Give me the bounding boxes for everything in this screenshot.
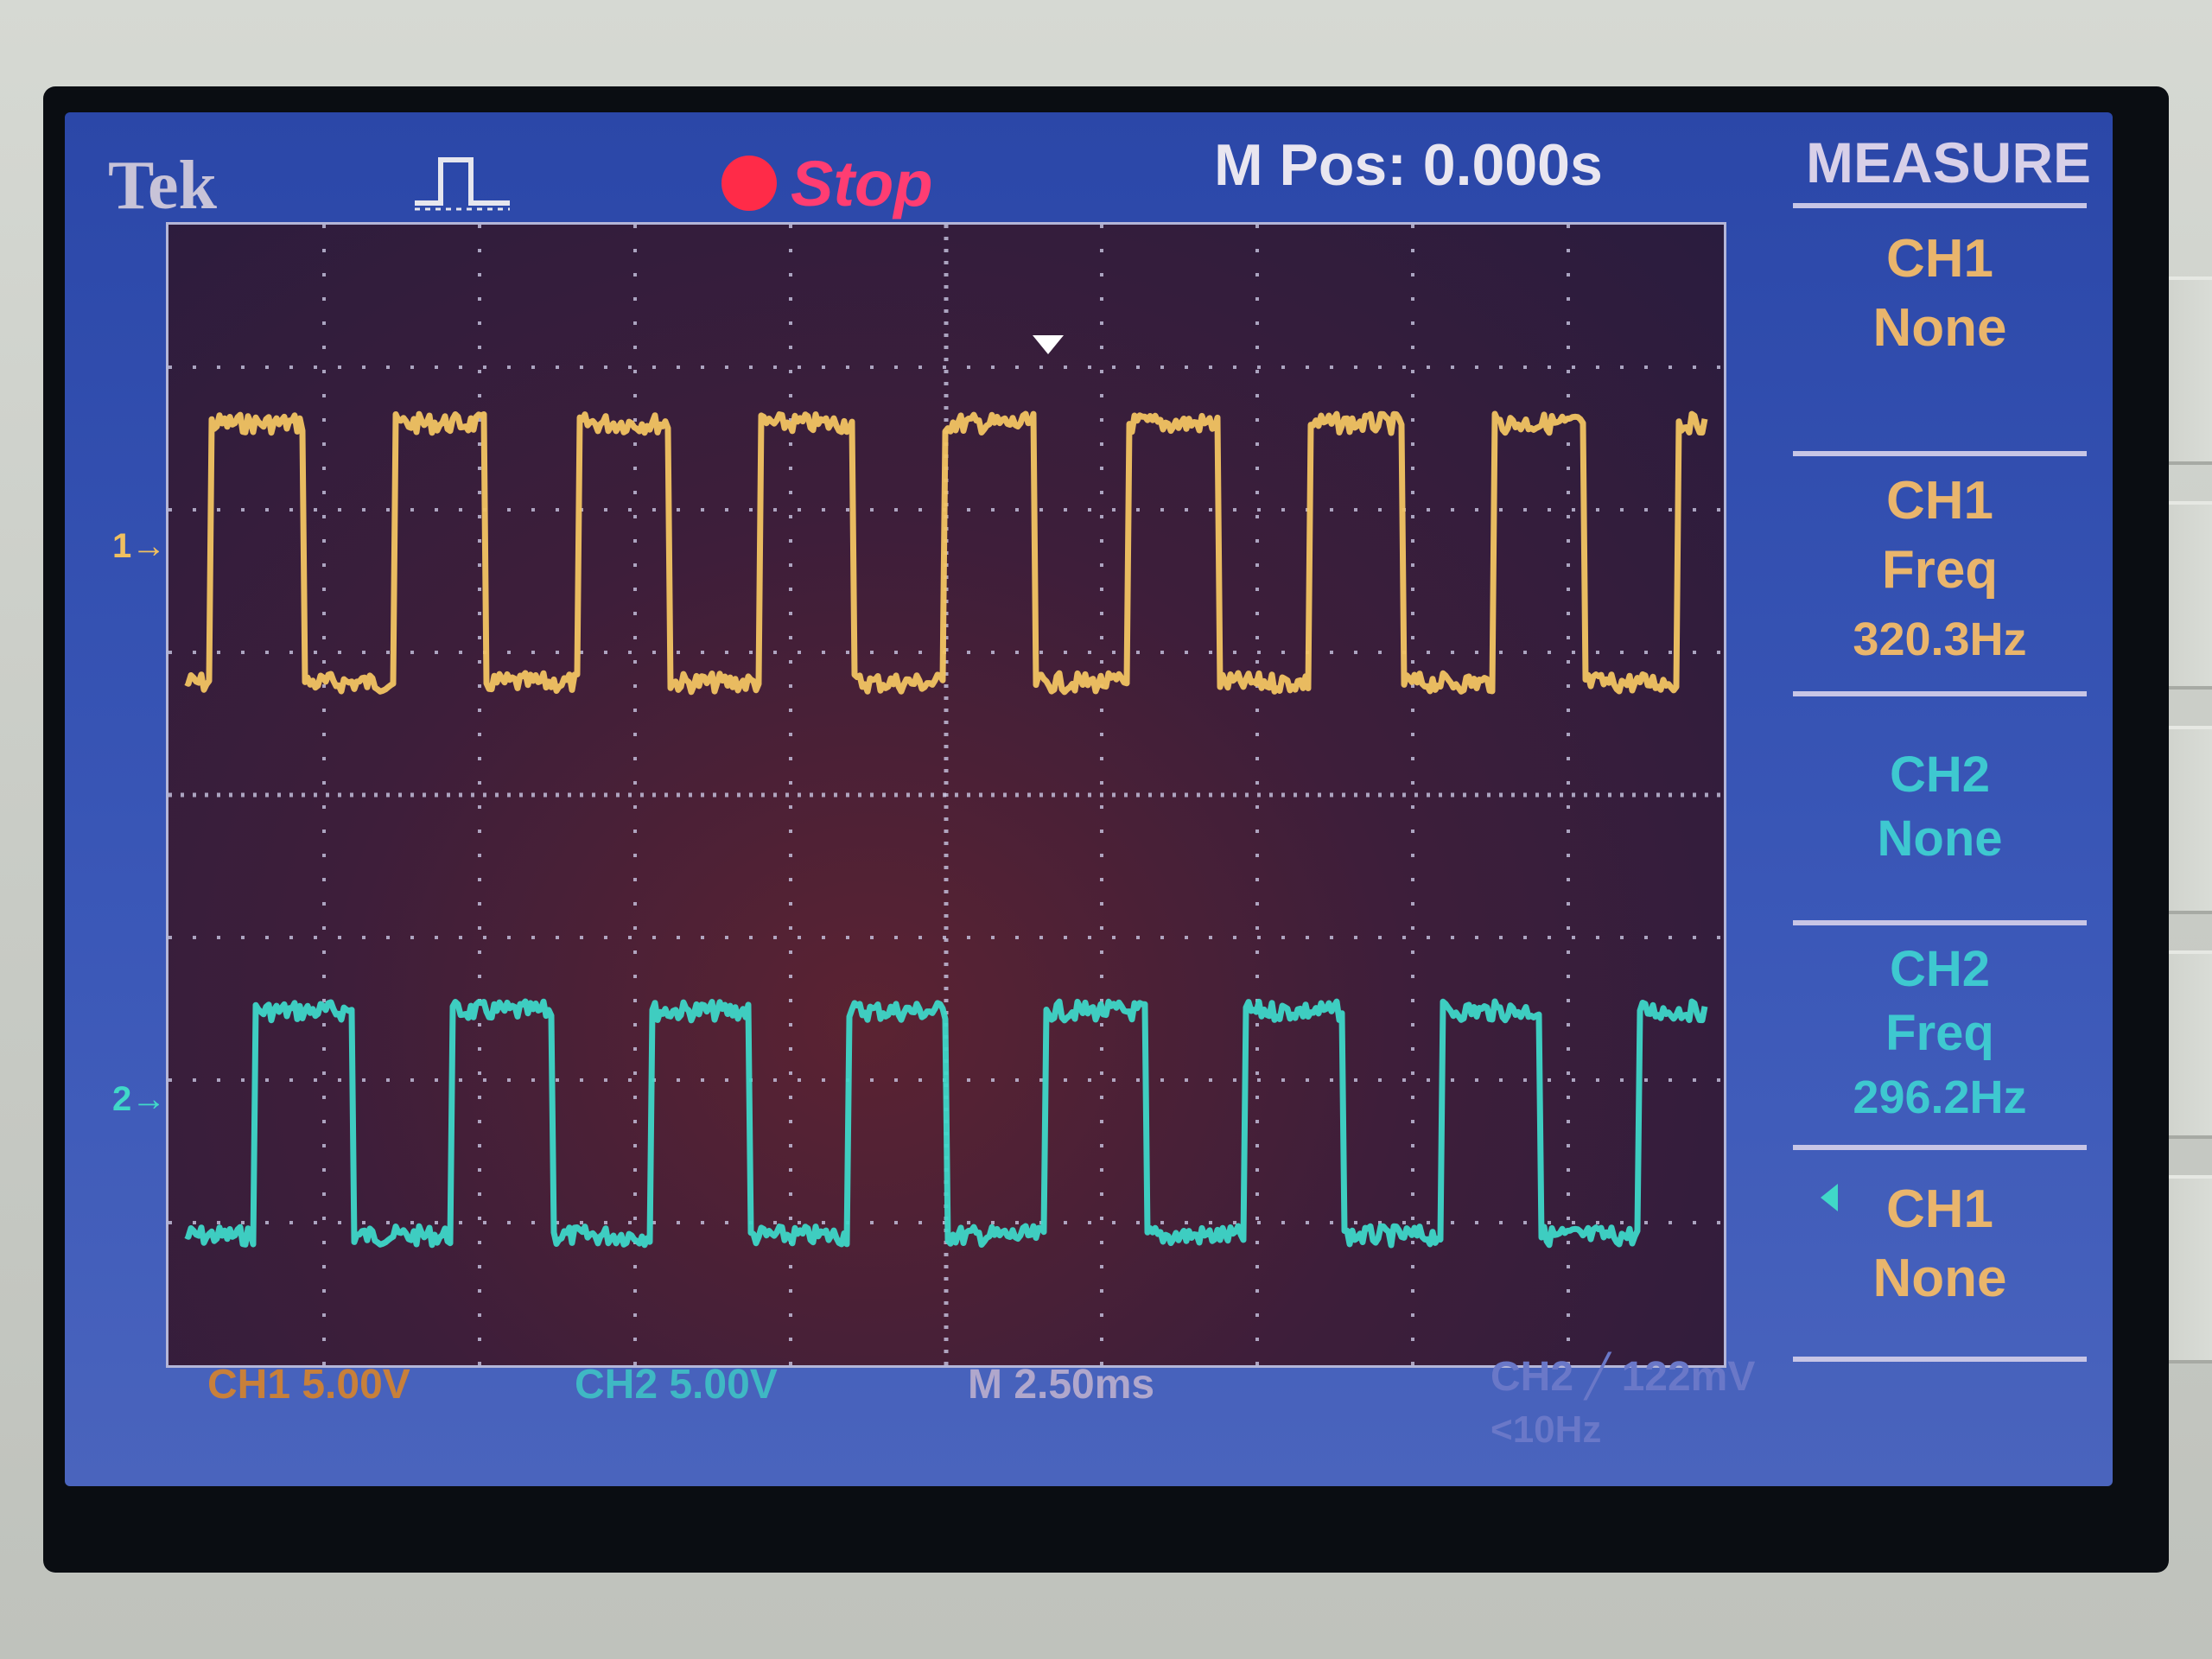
trigger-readout: CH2 ╱ 122mV <box>1491 1354 1756 1400</box>
trigger-pulse-icon <box>415 157 510 211</box>
ch2-scale-readout: CH2 5.00V <box>575 1362 778 1408</box>
menu-separator <box>1793 1357 2087 1362</box>
measurement-type: Freq <box>1881 540 1999 600</box>
trigger-position-marker <box>1033 335 1064 354</box>
measurement-source: CH2 <box>1889 941 1991 997</box>
ch1-scale-readout: CH1 5.00V <box>207 1362 410 1408</box>
ch1-waveform <box>184 410 1708 696</box>
measurement-type: None <box>1877 810 2003 867</box>
run-status-label: Stop <box>791 148 933 219</box>
waveform-display <box>168 225 1724 1365</box>
measurement-slot-1[interactable]: CH1 None <box>1784 225 2095 363</box>
measurement-slot-3[interactable]: CH2 None <box>1784 743 2095 871</box>
trigger-level-marker <box>1821 1184 1838 1211</box>
menu-separator <box>1793 1145 2087 1150</box>
timebase-readout: M 2.50ms <box>968 1362 1155 1408</box>
measurement-slot-4[interactable]: CH2 Freq 296.2Hz <box>1784 938 2095 1129</box>
menu-separator <box>1793 920 2087 925</box>
graticule <box>166 222 1726 1368</box>
measure-menu-title: MEASURE <box>1805 130 2092 194</box>
menu-separator <box>1793 451 2087 456</box>
measurement-source: CH1 <box>1885 229 1994 289</box>
measurement-value: 296.2Hz <box>1853 1071 2027 1123</box>
measurement-source: CH1 <box>1885 471 1994 531</box>
measurement-slot-2[interactable]: CH1 Freq 320.3Hz <box>1784 467 2095 674</box>
measurement-slot-5[interactable]: CH1 None <box>1784 1175 2095 1313</box>
ch2-ground-marker: 2→ <box>112 1080 167 1118</box>
brand-logo: Tek <box>108 148 218 224</box>
ch1-ground-marker: 1→ <box>112 527 167 565</box>
trigger-frequency-readout: <10Hz <box>1491 1408 1602 1451</box>
ch2-waveform <box>184 998 1708 1249</box>
measurement-value: 320.3Hz <box>1853 613 2027 665</box>
horizontal-position-readout: M Pos: 0.000s <box>1214 132 1603 198</box>
measure-menu: MEASURE CH1 None CH1 Freq 320.3Hz CH2 No… <box>1776 112 2113 1486</box>
measurement-type: None <box>1872 298 2007 358</box>
oscilloscope-screen: Tek Stop M Pos: 0.000s 1→ 2→ CH1 5.00V C… <box>65 112 2113 1486</box>
menu-separator <box>1793 691 2087 696</box>
stop-indicator-icon <box>721 156 777 211</box>
measurement-source: CH2 <box>1889 747 1991 803</box>
menu-separator <box>1793 203 2087 208</box>
measurement-type: Freq <box>1885 1005 1994 1061</box>
measurement-type: None <box>1872 1249 2007 1308</box>
waveform-area <box>166 222 1838 1368</box>
measurement-source: CH1 <box>1885 1179 1994 1239</box>
